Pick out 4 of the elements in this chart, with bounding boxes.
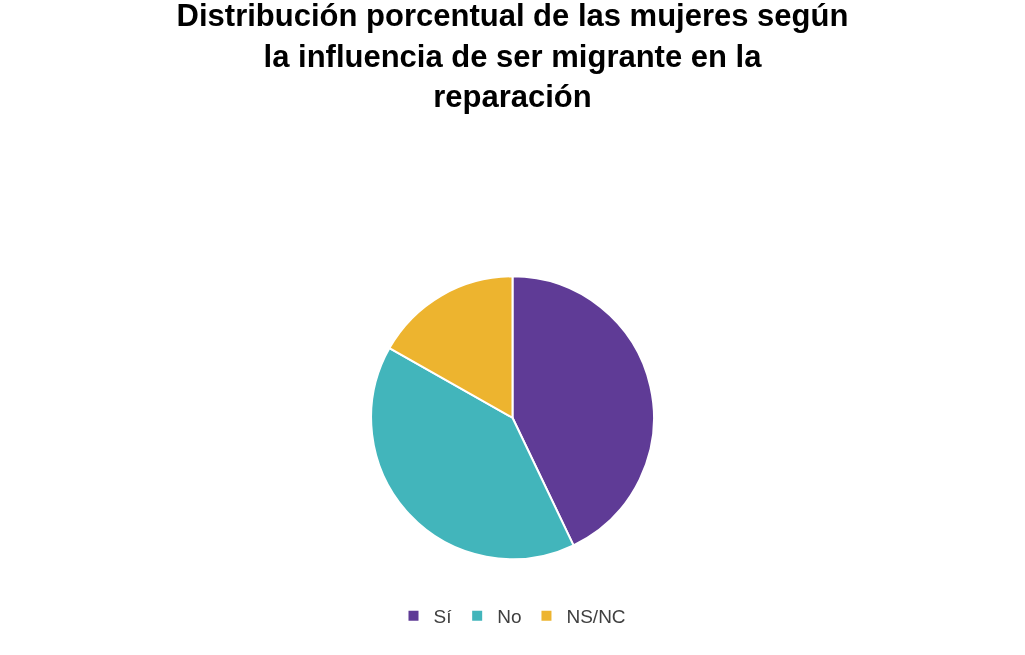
legend-label: NS/NC (566, 606, 626, 628)
legend-label: Sí (433, 606, 453, 628)
chart-title: Distribución porcentual de las mujeres según la influencia de ser migrante en la reparación (176, 0, 849, 114)
legend-label: No (497, 606, 522, 628)
